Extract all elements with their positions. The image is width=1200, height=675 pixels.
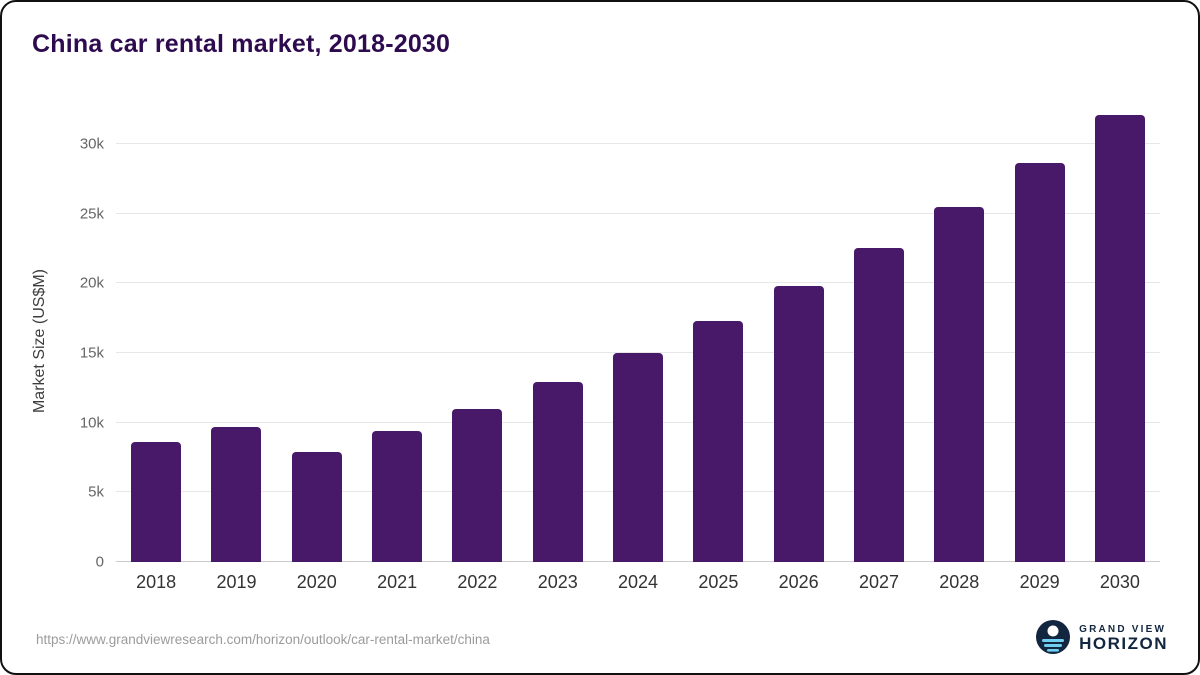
gridline [116, 212, 1160, 214]
logo-line1: GRAND VIEW [1079, 623, 1167, 635]
x-tick-label: 2018 [136, 572, 177, 592]
bar-slot [999, 102, 1079, 562]
bars-container [116, 102, 1160, 562]
gridline [116, 282, 1160, 284]
horizon-logo-icon [1035, 619, 1071, 660]
bar-slot [357, 102, 437, 562]
bar-slot [598, 102, 678, 562]
bar-2029 [1014, 163, 1065, 562]
bar-slot [518, 102, 598, 562]
gridline [116, 142, 1160, 144]
logo-text: GRAND VIEW HORIZON [1079, 623, 1168, 654]
x-tick-label: 2028 [939, 572, 980, 592]
bar-slot [116, 102, 196, 562]
bar-2024 [613, 352, 664, 562]
plot-area [116, 102, 1160, 562]
x-tick-label: 2027 [858, 572, 899, 592]
bar-2023 [532, 382, 583, 562]
x-tick-label: 2021 [377, 572, 418, 592]
bar-2020 [291, 451, 342, 562]
bar-2030 [1094, 114, 1145, 562]
x-tick-label: 2025 [698, 572, 739, 592]
gridline [116, 351, 1160, 353]
bar-2021 [372, 430, 423, 562]
x-tick-label: 2022 [457, 572, 498, 592]
bar-slot [437, 102, 517, 562]
bar-slot [277, 102, 357, 562]
y-tick-label: 0 [95, 553, 104, 571]
x-tick-label: 2029 [1019, 572, 1060, 592]
x-tick-label: 2024 [618, 572, 659, 592]
x-tick-label: 2030 [1099, 572, 1140, 592]
logo-line2: HORIZON [1079, 634, 1168, 654]
bar-slot [919, 102, 999, 562]
y-tick-label: 15k [79, 344, 104, 362]
footer: https://www.grandviewresearch.com/horizo… [2, 615, 1198, 673]
y-tick-label: 20k [79, 274, 104, 292]
x-tick-label: 2019 [216, 572, 257, 592]
brand-logo: GRAND VIEW HORIZON [1035, 619, 1168, 660]
bar-slot [678, 102, 758, 562]
bar-2022 [452, 408, 503, 562]
bar-2025 [693, 320, 744, 562]
y-tick-label: 10k [79, 414, 104, 432]
bar-2019 [211, 426, 262, 562]
chart-title: China car rental market, 2018-2030 [32, 30, 451, 58]
y-tick-label: 25k [79, 205, 104, 223]
y-axis-label: Market Size (US$M) [31, 268, 48, 414]
y-tick-label: 5k [88, 483, 104, 501]
x-tick-label: 2023 [537, 572, 578, 592]
x-axis-labels: 2018 2019 2020 2021 2022 2023 2024 2025 2026 2027… [116, 572, 1160, 593]
bar-2027 [853, 248, 904, 562]
y-axis-ticks: 0 5k 10k 15k 20k 25k 30k [60, 102, 104, 570]
bar-2028 [934, 206, 985, 562]
bar-2026 [773, 286, 824, 562]
source-url: https://www.grandviewresearch.com/horizo… [36, 631, 490, 647]
x-tick-label: 2020 [296, 572, 337, 592]
bar-slot [839, 102, 919, 562]
bar-slot [196, 102, 276, 562]
y-tick-label: 30k [79, 135, 104, 153]
bar-slot [1080, 102, 1160, 562]
x-tick-label: 2026 [778, 572, 819, 592]
bar-2018 [131, 442, 182, 562]
bar-slot [759, 102, 839, 562]
